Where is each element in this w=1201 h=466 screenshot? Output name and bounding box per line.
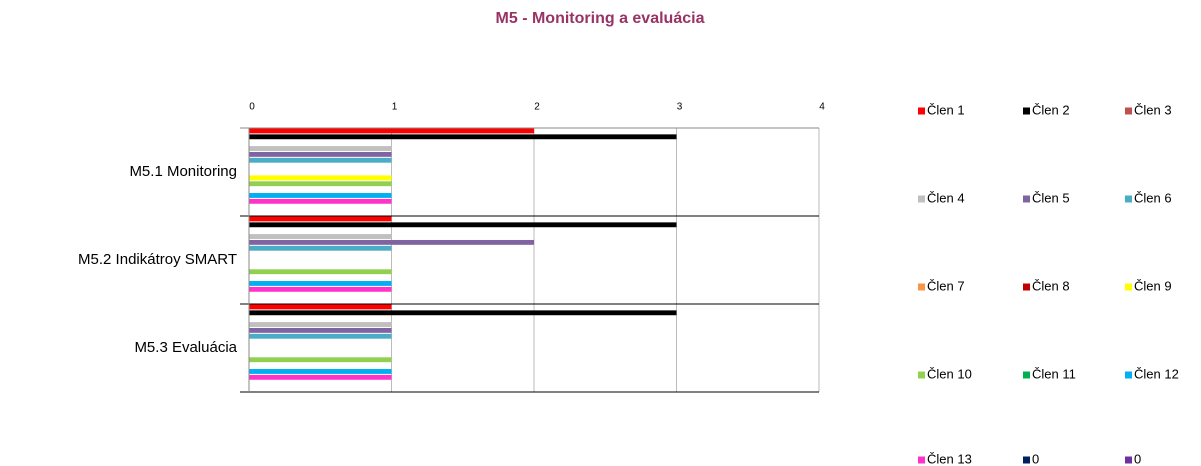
y-tick-label: M5.3 Evaluácia (134, 339, 237, 356)
bar (249, 357, 392, 363)
legend-swatch (1023, 456, 1030, 464)
legend-swatch (1125, 195, 1132, 203)
legend-label: Člen 12 (1134, 366, 1179, 381)
legend-swatch (1023, 371, 1030, 379)
bar (249, 151, 392, 157)
bar (249, 304, 392, 310)
bar (249, 369, 392, 374)
bar (249, 134, 677, 140)
x-tick-label: 4 (819, 102, 825, 113)
y-tick-label: M5.1 Monitoring (129, 163, 237, 180)
legend-swatch (1125, 456, 1132, 464)
bar (249, 281, 392, 286)
legend-swatch (1125, 107, 1132, 115)
legend-label: Člen 6 (1134, 190, 1172, 205)
bar (249, 175, 392, 181)
bar (249, 269, 392, 275)
bar (249, 128, 534, 134)
legend-swatch (1023, 107, 1030, 115)
bar (249, 181, 392, 187)
legend-swatch (918, 371, 925, 379)
legend-label: Člen 13 (927, 451, 972, 466)
legend-swatch (918, 107, 925, 115)
bar (249, 310, 677, 316)
legend-label: Člen 10 (927, 366, 972, 381)
bar (249, 193, 392, 198)
bar (249, 333, 392, 339)
legend-label: Člen 11 (1032, 366, 1076, 381)
bar (249, 245, 392, 251)
legend-swatch (918, 195, 925, 203)
x-tick-label: 3 (677, 102, 683, 113)
bar (249, 322, 392, 327)
bar (249, 234, 392, 239)
legend-swatch (918, 456, 925, 464)
x-tick-label: 0 (249, 102, 255, 113)
legend-label: Člen 1 (927, 102, 965, 117)
legend-label: Člen 8 (1032, 278, 1070, 293)
bar (249, 198, 392, 204)
x-tick-label: 2 (534, 102, 540, 113)
bar (249, 327, 392, 333)
bar (249, 146, 392, 151)
legend-swatch (1023, 195, 1030, 203)
bar (249, 286, 392, 292)
legend-swatch (1125, 371, 1132, 379)
bar (249, 222, 677, 228)
bar (249, 157, 392, 163)
legend-swatch (918, 283, 925, 291)
x-tick-label: 1 (392, 102, 398, 113)
bar (249, 374, 392, 380)
legend-label: Člen 3 (1134, 102, 1172, 117)
legend-label: Člen 4 (927, 190, 965, 205)
legend-label: 0 (1134, 451, 1141, 466)
legend-swatch (1023, 283, 1030, 291)
legend-swatch (1125, 283, 1132, 291)
bar (249, 239, 534, 245)
legend-label: 0 (1032, 451, 1039, 466)
legend-label: Člen 9 (1134, 278, 1172, 293)
chart-title: M5 - Monitoring a evaluácia (496, 10, 705, 27)
bar (249, 216, 392, 222)
legend-label: Člen 5 (1032, 190, 1070, 205)
legend-label: Člen 7 (927, 278, 965, 293)
y-tick-label: M5.2 Indikátroy SMART (78, 251, 237, 268)
legend-label: Člen 2 (1032, 102, 1070, 117)
